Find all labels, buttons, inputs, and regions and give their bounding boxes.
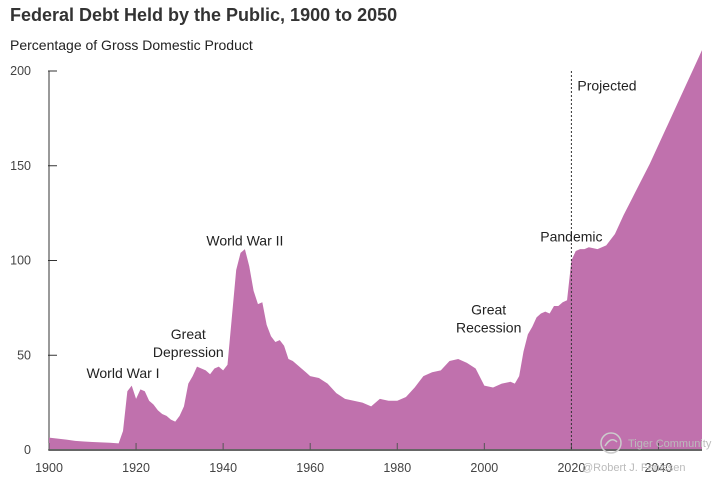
y-tick-label: 150 [10, 159, 31, 173]
x-tick-label: 2020 [557, 461, 585, 475]
projected-label: Projected [577, 77, 636, 93]
x-tick-label: 1980 [383, 461, 411, 475]
y-tick-label: 0 [24, 443, 31, 457]
y-tick-label: 100 [10, 254, 31, 268]
debt-area-series [49, 50, 702, 450]
annotation-label: World War I [86, 365, 159, 381]
annotation-label: Great [471, 302, 506, 318]
y-tick-label: 200 [10, 64, 31, 78]
x-tick-label: 1900 [35, 461, 63, 475]
watermark-logo-icon [600, 432, 622, 454]
annotation-label: Great [171, 326, 206, 342]
chart-title: Federal Debt Held by the Public, 1900 to… [10, 5, 398, 25]
x-tick-label: 2040 [645, 461, 673, 475]
y-tick-label: 50 [17, 348, 31, 362]
annotation-label: Recession [456, 320, 521, 336]
x-tick-label: 1960 [296, 461, 324, 475]
annotation-label: Pandemic [540, 229, 602, 245]
x-tick-label: 1940 [209, 461, 237, 475]
annotation-label: Depression [153, 344, 224, 360]
watermark-author: @Robert J. Fenissen [582, 462, 686, 474]
watermark-brand: Tiger Community [628, 438, 712, 450]
annotation-label: World War II [206, 232, 283, 248]
x-tick-label: 1920 [122, 461, 150, 475]
x-tick-label: 2000 [470, 461, 498, 475]
chart-subtitle: Percentage of Gross Domestic Product [10, 37, 253, 53]
watermark: Tiger Community @Robert J. Fenissen [582, 432, 712, 474]
watermark-logo-mark [604, 439, 618, 447]
